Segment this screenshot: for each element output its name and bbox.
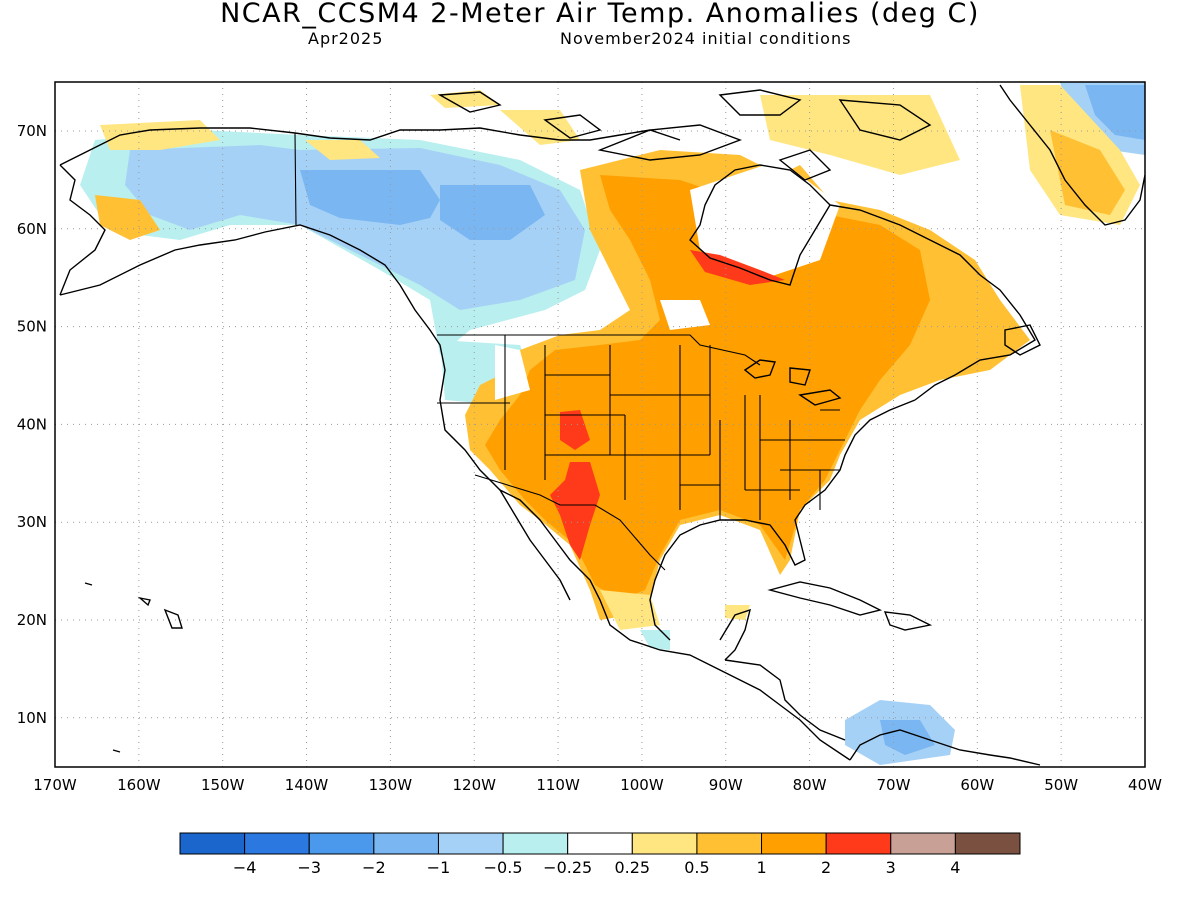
longitude-label: 140W	[285, 776, 329, 794]
color-scale-swatch	[373, 832, 439, 855]
color-scale-swatch	[567, 832, 633, 855]
color-scale-swatch	[890, 832, 956, 855]
longitude-label: 40W	[1128, 776, 1162, 794]
graticule	[55, 82, 1145, 767]
latitude-label: 40N	[17, 415, 47, 433]
longitude-label: 50W	[1044, 776, 1078, 794]
color-scale-label: −3	[297, 858, 321, 877]
chart-title: NCAR_CCSM4 2-Meter Air Temp. Anomalies (…	[220, 0, 980, 29]
color-scale-swatch	[244, 832, 310, 855]
anomaly-shading	[80, 82, 1145, 765]
color-scale-label: 0.5	[684, 858, 709, 877]
longitude-label: 110W	[536, 776, 580, 794]
longitude-label: 160W	[117, 776, 161, 794]
color-scale-label: 4	[950, 858, 960, 877]
initial-conditions-label: November2024 initial conditions	[560, 29, 852, 48]
longitude-label: 150W	[201, 776, 245, 794]
color-scale-swatch	[179, 832, 246, 855]
latitude-label: 70N	[17, 122, 47, 140]
longitude-label: 170W	[33, 776, 77, 794]
longitude-label: 70W	[877, 776, 911, 794]
map-frame	[54, 81, 1146, 768]
valid-month-label: Apr2025	[308, 29, 384, 48]
color-scale-label: 1	[756, 858, 766, 877]
color-scale-label: 2	[821, 858, 831, 877]
longitude-label: 60W	[960, 776, 994, 794]
color-scale-label: 3	[886, 858, 896, 877]
longitude-label: 120W	[452, 776, 496, 794]
color-scale-label: −0.25	[543, 858, 592, 877]
latitude-labels: 70N 60N 50N 40N 30N 20N 10N	[17, 122, 47, 727]
color-scale-label: −4	[233, 858, 257, 877]
longitude-label: 90W	[709, 776, 743, 794]
color-scale-label: −1	[427, 858, 451, 877]
color-scale-swatch	[308, 832, 375, 855]
latitude-label: 60N	[17, 220, 47, 238]
political-boundaries	[294, 132, 845, 571]
latitude-label: 30N	[17, 513, 47, 531]
color-scale-swatch	[696, 832, 763, 855]
color-scale-swatch	[761, 832, 827, 855]
coastlines	[59, 84, 1145, 766]
color-scale-swatch	[631, 832, 698, 855]
color-scale-legend	[179, 832, 1021, 855]
latitude-label: 20N	[17, 611, 47, 629]
color-scale-swatch	[437, 832, 504, 855]
color-scale-label: 0.25	[614, 858, 650, 877]
latitude-label: 50N	[17, 318, 47, 336]
color-scale-swatch	[954, 832, 1021, 855]
longitude-label: 100W	[620, 776, 664, 794]
color-scale-label: −0.5	[484, 858, 523, 877]
color-scale-labels: −4 −3 −2 −1 −0.5 −0.25 0.25 0.5 1 2 3 4	[233, 858, 961, 877]
color-scale-swatch	[502, 832, 569, 855]
longitude-label: 80W	[793, 776, 827, 794]
longitude-label: 130W	[369, 776, 413, 794]
color-scale-swatch	[825, 832, 892, 855]
longitude-labels: 170W 160W 150W 140W 130W 120W 110W 100W 90W 80W 70…	[33, 776, 1162, 794]
color-scale-label: −2	[362, 858, 386, 877]
latitude-label: 10N	[17, 709, 47, 727]
